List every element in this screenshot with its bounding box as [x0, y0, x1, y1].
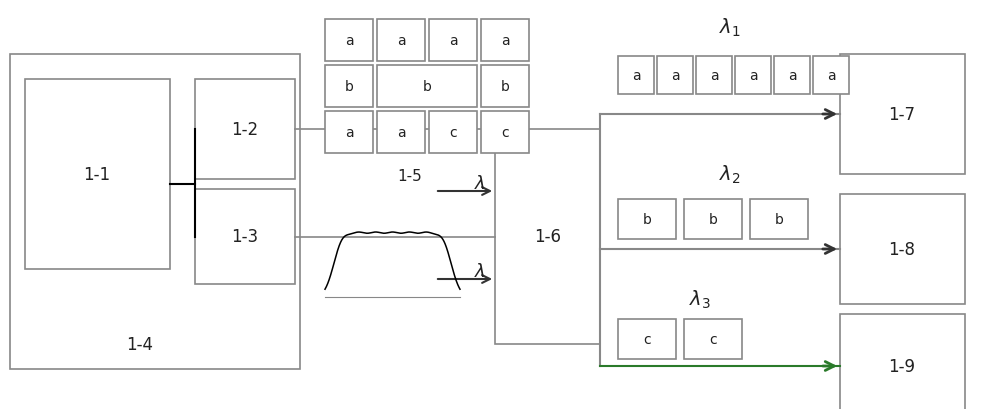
Bar [774, 57, 810, 95]
Text: $\lambda_1$: $\lambda_1$ [719, 17, 741, 39]
Bar [481, 112, 529, 154]
Text: a: a [397, 126, 405, 139]
Text: b: b [643, 213, 651, 227]
Text: 1-7: 1-7 [889, 106, 916, 124]
Text: a: a [749, 69, 757, 83]
Text: a: a [345, 34, 353, 48]
Bar [10, 55, 300, 369]
Bar [684, 200, 742, 239]
Text: $\lambda_2$: $\lambda_2$ [719, 164, 741, 186]
Text: c: c [709, 332, 717, 346]
Text: a: a [501, 34, 509, 48]
Text: a: a [449, 34, 457, 48]
Bar [25, 80, 170, 270]
Bar [429, 20, 477, 62]
Bar [618, 319, 676, 359]
Bar [377, 66, 477, 108]
Text: a: a [345, 126, 353, 139]
Bar [840, 314, 965, 409]
Text: a: a [827, 69, 835, 83]
Text: b: b [345, 80, 353, 94]
Text: a: a [710, 69, 718, 83]
Text: a: a [671, 69, 679, 83]
Bar [840, 55, 965, 175]
Bar [429, 112, 477, 154]
Bar [813, 57, 849, 95]
Text: 1-9: 1-9 [889, 357, 916, 375]
Text: b: b [423, 80, 431, 94]
Bar [325, 20, 373, 62]
Bar [195, 80, 295, 180]
Text: b: b [709, 213, 717, 227]
Bar [735, 57, 771, 95]
Text: c: c [501, 126, 509, 139]
Text: b: b [775, 213, 783, 227]
Bar [618, 57, 654, 95]
Text: $\lambda_3$: $\lambda_3$ [689, 288, 711, 310]
Text: 1-1: 1-1 [83, 166, 111, 184]
Bar [495, 130, 600, 344]
Bar [377, 20, 425, 62]
Text: a: a [788, 69, 796, 83]
Text: a: a [632, 69, 640, 83]
Bar [481, 66, 529, 108]
Text: b: b [501, 80, 509, 94]
Text: 1-3: 1-3 [231, 227, 259, 245]
Bar [696, 57, 732, 95]
Text: c: c [449, 126, 457, 139]
Text: 1-2: 1-2 [231, 121, 259, 139]
Text: 1-8: 1-8 [889, 240, 916, 258]
Text: $\lambda$: $\lambda$ [474, 262, 486, 280]
Bar [195, 189, 295, 284]
Bar [657, 57, 693, 95]
Bar [325, 112, 373, 154]
Text: 1-5: 1-5 [398, 169, 422, 184]
Bar [325, 66, 373, 108]
Text: $\lambda$: $\lambda$ [474, 175, 486, 193]
Text: 1-4: 1-4 [127, 335, 154, 353]
Text: 1-6: 1-6 [534, 227, 562, 245]
Bar [750, 200, 808, 239]
Bar [840, 195, 965, 304]
Text: c: c [643, 332, 651, 346]
Bar [684, 319, 742, 359]
Bar [481, 20, 529, 62]
Bar [377, 112, 425, 154]
Bar [618, 200, 676, 239]
Text: a: a [397, 34, 405, 48]
